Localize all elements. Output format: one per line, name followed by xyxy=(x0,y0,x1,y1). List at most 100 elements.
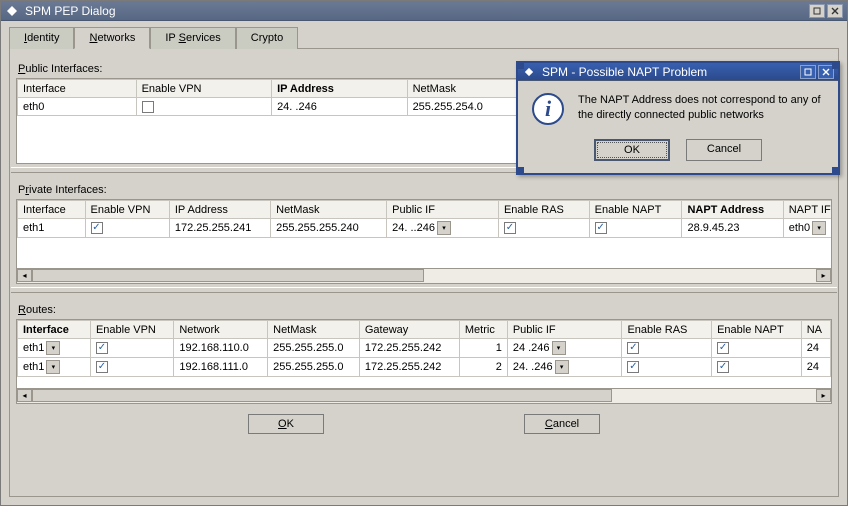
cell-enable-vpn[interactable] xyxy=(136,98,272,116)
routes-row[interactable]: eth1▾ 192.168.110.0 255.255.255.0 172.25… xyxy=(18,339,831,358)
routes-header-row: Interface Enable VPN Network NetMask Gat… xyxy=(18,321,831,339)
scroll-thumb[interactable] xyxy=(32,389,612,402)
scroll-left-button[interactable]: ◂ xyxy=(17,269,32,282)
cell-napt-if[interactable]: eth0▾ xyxy=(783,219,832,238)
col-enable-napt[interactable]: Enable NAPT xyxy=(589,201,682,219)
dropdown-icon[interactable]: ▾ xyxy=(437,221,451,235)
tab-identity[interactable]: Identity xyxy=(9,27,74,49)
checkbox[interactable] xyxy=(96,342,108,354)
scroll-left-button[interactable]: ◂ xyxy=(17,389,32,402)
separator xyxy=(11,287,837,293)
popup-minimize-button[interactable] xyxy=(800,65,816,79)
cell-enable-napt[interactable] xyxy=(712,358,802,377)
minimize-button[interactable] xyxy=(809,4,825,18)
checkbox[interactable] xyxy=(96,361,108,373)
col-na[interactable]: NA xyxy=(801,321,830,339)
scroll-track[interactable] xyxy=(32,389,816,403)
col-interface[interactable]: Interface xyxy=(18,201,86,219)
cell-na[interactable]: 24 xyxy=(801,339,830,358)
cell-public-if[interactable]: 24. ..246▾ xyxy=(387,219,499,238)
col-netmask[interactable]: NetMask xyxy=(268,321,360,339)
col-ip[interactable]: IP Address xyxy=(272,80,408,98)
private-scrollbar[interactable]: ◂ ▸ xyxy=(16,269,832,284)
col-enable-vpn[interactable]: Enable VPN xyxy=(90,321,173,339)
checkbox[interactable] xyxy=(717,342,729,354)
col-napt-addr[interactable]: NAPT Address xyxy=(682,201,783,219)
tab-crypto[interactable]: Crypto xyxy=(236,27,298,49)
cell-interface[interactable]: eth1▾ xyxy=(18,339,91,358)
cell-interface[interactable]: eth1 xyxy=(18,219,86,238)
col-interface[interactable]: Interface xyxy=(18,321,91,339)
cell-enable-vpn[interactable] xyxy=(90,358,173,377)
popup-cancel-button[interactable]: Cancel xyxy=(686,139,762,161)
cell-metric[interactable]: 1 xyxy=(459,339,507,358)
cell-enable-ras[interactable] xyxy=(622,339,712,358)
cell-interface[interactable]: eth1▾ xyxy=(18,358,91,377)
dropdown-icon[interactable]: ▾ xyxy=(552,341,566,355)
close-button[interactable] xyxy=(827,4,843,18)
private-grid[interactable]: Interface Enable VPN IP Address NetMask … xyxy=(16,199,832,269)
cell-gateway[interactable]: 172.25.255.242 xyxy=(359,339,459,358)
cell-enable-vpn[interactable] xyxy=(90,339,173,358)
cell-netmask[interactable]: 255.255.255.0 xyxy=(268,358,360,377)
tab-networks[interactable]: Networks xyxy=(74,27,150,49)
col-interface[interactable]: Interface xyxy=(18,80,137,98)
routes-grid[interactable]: Interface Enable VPN Network NetMask Gat… xyxy=(16,319,832,389)
col-public-if[interactable]: Public IF xyxy=(387,201,499,219)
checkbox[interactable] xyxy=(595,222,607,234)
cell-network[interactable]: 192.168.111.0 xyxy=(174,358,268,377)
scroll-right-button[interactable]: ▸ xyxy=(816,269,831,282)
cell-ip[interactable]: 24. .246 xyxy=(272,98,408,116)
checkbox[interactable] xyxy=(627,361,639,373)
col-netmask[interactable]: NetMask xyxy=(271,201,387,219)
checkbox[interactable] xyxy=(627,342,639,354)
col-ip[interactable]: IP Address xyxy=(169,201,270,219)
cell-network[interactable]: 192.168.110.0 xyxy=(174,339,268,358)
col-enable-napt[interactable]: Enable NAPT xyxy=(712,321,802,339)
cell-interface[interactable]: eth0 xyxy=(18,98,137,116)
cell-netmask[interactable]: 255.255.255.240 xyxy=(271,219,387,238)
col-gateway[interactable]: Gateway xyxy=(359,321,459,339)
cell-public-if[interactable]: 24. .246▾ xyxy=(507,358,622,377)
cell-public-if[interactable]: 24 .246▾ xyxy=(507,339,622,358)
cell-enable-vpn[interactable] xyxy=(85,219,169,238)
routes-row[interactable]: eth1▾ 192.168.111.0 255.255.255.0 172.25… xyxy=(18,358,831,377)
dropdown-icon[interactable]: ▾ xyxy=(555,360,569,374)
col-napt-if[interactable]: NAPT IF xyxy=(783,201,832,219)
col-enable-vpn[interactable]: Enable VPN xyxy=(85,201,169,219)
cell-enable-ras[interactable] xyxy=(498,219,589,238)
cell-enable-napt[interactable] xyxy=(712,339,802,358)
checkbox[interactable] xyxy=(142,101,154,113)
cell-ip[interactable]: 172.25.255.241 xyxy=(169,219,270,238)
cancel-button[interactable]: Cancel xyxy=(524,414,600,434)
popup-ok-button[interactable]: OK xyxy=(594,139,670,161)
tab-ip-services[interactable]: IP Services xyxy=(150,27,235,49)
dropdown-icon[interactable]: ▾ xyxy=(46,341,60,355)
checkbox[interactable] xyxy=(91,222,103,234)
col-enable-ras[interactable]: Enable RAS xyxy=(622,321,712,339)
cell-napt-addr[interactable]: 28.9.45.23 xyxy=(682,219,783,238)
routes-scrollbar[interactable]: ◂ ▸ xyxy=(16,389,832,404)
cell-enable-ras[interactable] xyxy=(622,358,712,377)
dropdown-icon[interactable]: ▾ xyxy=(46,360,60,374)
checkbox[interactable] xyxy=(717,361,729,373)
col-network[interactable]: Network xyxy=(174,321,268,339)
checkbox[interactable] xyxy=(504,222,516,234)
scroll-thumb[interactable] xyxy=(32,269,424,282)
ok-button[interactable]: OK xyxy=(248,414,324,434)
col-public-if[interactable]: Public IF xyxy=(507,321,622,339)
popup-message: The NAPT Address does not correspond to … xyxy=(578,93,824,125)
col-enable-ras[interactable]: Enable RAS xyxy=(498,201,589,219)
col-metric[interactable]: Metric xyxy=(459,321,507,339)
scroll-track[interactable] xyxy=(32,269,816,283)
private-row[interactable]: eth1 172.25.255.241 255.255.255.240 24. … xyxy=(18,219,833,238)
cell-gateway[interactable]: 172.25.255.242 xyxy=(359,358,459,377)
cell-enable-napt[interactable] xyxy=(589,219,682,238)
col-enable-vpn[interactable]: Enable VPN xyxy=(136,80,272,98)
cell-metric[interactable]: 2 xyxy=(459,358,507,377)
cell-netmask[interactable]: 255.255.255.0 xyxy=(268,339,360,358)
dropdown-icon[interactable]: ▾ xyxy=(812,221,826,235)
window-title: SPM PEP Dialog xyxy=(25,4,809,18)
scroll-right-button[interactable]: ▸ xyxy=(816,389,831,402)
cell-na[interactable]: 24 xyxy=(801,358,830,377)
